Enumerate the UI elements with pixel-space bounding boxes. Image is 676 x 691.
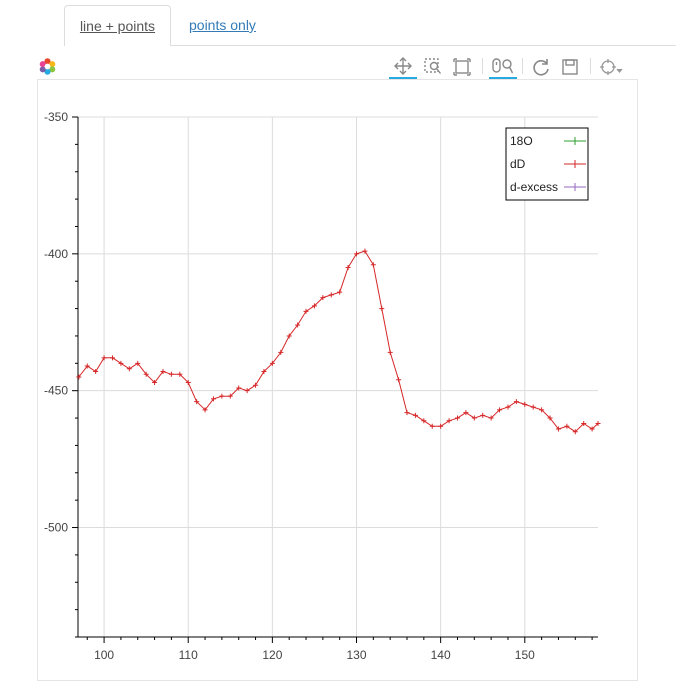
y-tick-label: -350	[44, 110, 68, 124]
data-point	[480, 412, 486, 418]
data-point	[303, 308, 309, 314]
reset-icon[interactable]	[527, 55, 555, 79]
grid-lines	[78, 116, 598, 637]
data-point	[589, 426, 595, 432]
data-point	[143, 371, 149, 377]
data-point	[236, 385, 242, 391]
data-point	[354, 251, 360, 257]
data-point	[227, 393, 233, 399]
data-point	[370, 262, 376, 268]
data-point	[135, 360, 141, 366]
x-tick-label: 140	[431, 648, 451, 662]
data-point	[488, 415, 494, 421]
data-point	[194, 399, 200, 405]
data-point	[513, 399, 519, 405]
wheel-zoom-icon[interactable]	[489, 55, 517, 79]
data-point	[595, 421, 601, 427]
x-tick-label: 150	[515, 648, 535, 662]
data-point	[572, 429, 578, 435]
data-point	[404, 410, 410, 416]
data-point	[109, 355, 115, 361]
legend-label: 18O	[510, 134, 533, 148]
data-point	[539, 407, 545, 413]
data-point	[261, 369, 267, 375]
data-point	[84, 363, 90, 369]
data-point	[295, 322, 301, 328]
data-point	[530, 404, 536, 410]
data-point	[522, 401, 528, 407]
data-point	[412, 412, 418, 418]
series-layer	[76, 248, 601, 435]
data-point	[497, 407, 503, 413]
data-point	[177, 371, 183, 377]
data-point	[101, 355, 107, 361]
data-point	[76, 374, 82, 380]
tab-points-only[interactable]: points only	[189, 17, 256, 33]
data-point	[253, 382, 259, 388]
data-point	[387, 349, 393, 355]
data-point	[471, 415, 477, 421]
data-point	[219, 393, 225, 399]
tab-divider	[170, 45, 676, 46]
data-point	[547, 415, 553, 421]
data-point	[320, 295, 326, 301]
box-select-icon[interactable]	[448, 55, 476, 79]
data-point	[505, 404, 511, 410]
y-tick-label: -450	[44, 384, 68, 398]
tab-bar: line + points points only	[0, 0, 676, 46]
data-point	[438, 423, 444, 429]
data-point	[421, 418, 427, 424]
data-point	[152, 379, 158, 385]
data-point	[160, 369, 166, 375]
data-point	[379, 306, 385, 312]
toolbar-divider	[482, 58, 483, 74]
data-point	[555, 426, 561, 432]
data-point	[278, 349, 284, 355]
save-icon[interactable]	[556, 55, 584, 79]
data-point	[202, 407, 208, 413]
x-tick-label: 110	[179, 648, 198, 662]
data-point	[581, 421, 587, 427]
x-tick-label: 100	[94, 648, 114, 662]
plot-frame	[37, 79, 638, 681]
x-tick-label: 130	[346, 648, 366, 662]
pan-icon[interactable]	[389, 55, 417, 79]
data-point	[269, 360, 275, 366]
y-tick-label: -500	[44, 521, 68, 535]
data-point	[118, 360, 124, 366]
series-line-dD	[78, 250, 599, 433]
data-point	[446, 418, 452, 424]
data-point	[93, 369, 99, 375]
toolbar-divider	[590, 58, 591, 74]
legend-label: dD	[510, 157, 526, 171]
data-point	[185, 379, 191, 385]
bokeh-logo-icon[interactable]	[38, 57, 57, 76]
data-point	[345, 265, 351, 271]
data-point	[429, 423, 435, 429]
data-point	[244, 388, 250, 394]
data-point	[396, 377, 402, 383]
data-point	[168, 371, 174, 377]
y-axis: -350 -400 -450 -500	[44, 110, 78, 638]
box-zoom-icon[interactable]	[419, 55, 447, 79]
y-tick-label: -400	[44, 247, 68, 261]
data-point	[311, 303, 317, 309]
data-point	[328, 292, 334, 298]
data-point	[126, 366, 132, 372]
x-tick-label: 120	[262, 648, 282, 662]
data-point	[337, 289, 343, 295]
tab-line-points[interactable]: line + points	[64, 5, 171, 46]
data-point	[564, 423, 570, 429]
data-point	[463, 410, 469, 416]
legend: 18O dD d-excess	[505, 127, 589, 201]
x-axis: 100 110 120 130 140 150	[86, 637, 593, 662]
toolbar-divider	[522, 58, 523, 74]
data-point	[210, 396, 216, 402]
data-point	[286, 333, 292, 339]
legend-label: d-excess	[510, 180, 558, 194]
data-point	[362, 248, 368, 254]
data-point	[454, 415, 460, 421]
crosshair-hover-icon[interactable]	[597, 55, 625, 79]
